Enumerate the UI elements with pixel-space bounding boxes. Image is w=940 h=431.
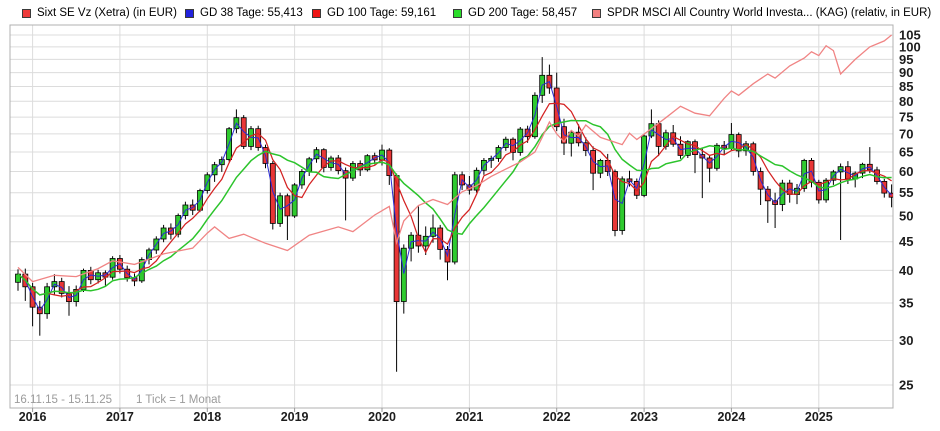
candle-up	[619, 178, 626, 231]
tick-interval-label: 1 Tick = 1 Monat	[136, 394, 221, 406]
plot-frame	[9, 24, 894, 409]
y-axis-label: 85	[899, 79, 913, 94]
legend-label: SPDR MSCI All Country World Investa... (…	[607, 7, 932, 19]
x-axis-label: 2020	[368, 410, 396, 424]
candle-up	[400, 247, 407, 302]
y-axis-label: 105	[899, 28, 921, 43]
y-axis-label: 100	[899, 39, 921, 54]
y-axis-label: 65	[899, 145, 913, 160]
y-axis-label: 75	[899, 110, 913, 125]
x-axis-label: 2021	[455, 410, 483, 424]
legend-swatch-icon	[185, 8, 194, 18]
x-axis-label: 2017	[106, 410, 134, 424]
legend-item-1: GD 38 Tage: 55,413	[185, 7, 303, 19]
y-axis-label: 95	[899, 52, 913, 67]
x-axis-label: 2018	[193, 410, 221, 424]
legend-label: GD 38 Tage: 55,413	[200, 7, 303, 19]
legend-item-0: Sixt SE Vz (Xetra) (in EUR)	[22, 7, 177, 19]
y-axis-label: 90	[899, 65, 913, 80]
benchmark-line	[17, 34, 893, 283]
x-axis-label: 2022	[543, 410, 571, 424]
legend-swatch-icon	[592, 8, 601, 18]
y-axis-label: 40	[899, 263, 913, 278]
legend-swatch-icon	[22, 8, 31, 18]
x-axis-label: 2025	[805, 410, 833, 424]
x-axis-label: 2019	[281, 410, 309, 424]
y-axis-label: 55	[899, 185, 913, 200]
x-axis-label: 2023	[630, 410, 658, 424]
legend-swatch-icon	[312, 8, 321, 18]
y-axis-label: 35	[899, 296, 913, 311]
legend-label: GD 200 Tage: 58,457	[468, 7, 578, 19]
legend-label: Sixt SE Vz (Xetra) (in EUR)	[37, 7, 177, 19]
y-axis-label: 30	[899, 333, 913, 348]
y-axis-label: 45	[899, 234, 913, 249]
legend-item-3: GD 200 Tage: 58,457	[453, 7, 577, 19]
y-axis-label: 50	[899, 209, 913, 224]
legend-item-2: GD 100 Tage: 59,161	[312, 7, 436, 19]
x-axis-label: 2024	[717, 410, 745, 424]
date-range-label: 16.11.15 - 15.11.25	[14, 394, 113, 406]
candle-up	[641, 135, 647, 196]
legend-label: GD 100 Tage: 59,161	[327, 7, 437, 19]
moving-average-line-10m	[17, 119, 892, 296]
moving-average-line-2m	[17, 80, 892, 312]
y-axis-label: 70	[899, 126, 913, 141]
chart-legend: Sixt SE Vz (Xetra) (in EUR) GD 38 Tage: 5…	[0, 0, 940, 22]
legend-swatch-icon	[453, 8, 462, 18]
chart-footer: 16.11.15 - 15.11.25 1 Tick = 1 Monat	[14, 394, 221, 406]
candle-down	[269, 163, 276, 224]
y-axis-label: 60	[899, 164, 913, 179]
candle-down	[612, 171, 618, 231]
x-axis-label: 2016	[19, 410, 47, 424]
candle-up	[451, 174, 458, 263]
y-axis-label: 80	[899, 94, 913, 109]
y-axis-label: 25	[899, 378, 913, 393]
moving-average-line-5m	[17, 102, 892, 297]
legend-item-4: SPDR MSCI All Country World Investa... (…	[592, 7, 931, 19]
